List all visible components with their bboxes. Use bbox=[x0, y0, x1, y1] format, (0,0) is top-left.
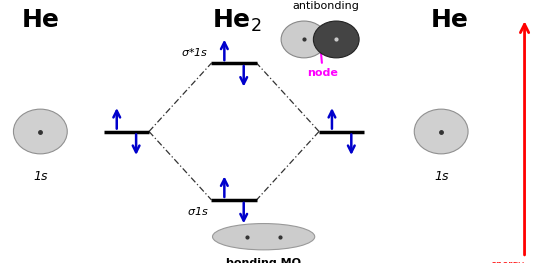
Text: node: node bbox=[307, 47, 338, 78]
Text: antibonding: antibonding bbox=[292, 1, 359, 11]
Ellipse shape bbox=[13, 109, 67, 154]
Text: energy: energy bbox=[491, 260, 525, 263]
Text: $\sigma$*1$s$: $\sigma$*1$s$ bbox=[181, 46, 209, 58]
Text: He: He bbox=[430, 8, 468, 32]
Text: He$_2$: He$_2$ bbox=[212, 8, 261, 34]
Ellipse shape bbox=[414, 109, 468, 154]
Text: He: He bbox=[22, 8, 59, 32]
Ellipse shape bbox=[313, 21, 359, 58]
Text: 1s: 1s bbox=[434, 170, 448, 183]
Ellipse shape bbox=[213, 224, 315, 250]
Ellipse shape bbox=[281, 21, 327, 58]
Text: bonding MO: bonding MO bbox=[226, 258, 301, 263]
Text: $\sigma$1$s$: $\sigma$1$s$ bbox=[187, 205, 209, 217]
Text: 1s: 1s bbox=[33, 170, 47, 183]
